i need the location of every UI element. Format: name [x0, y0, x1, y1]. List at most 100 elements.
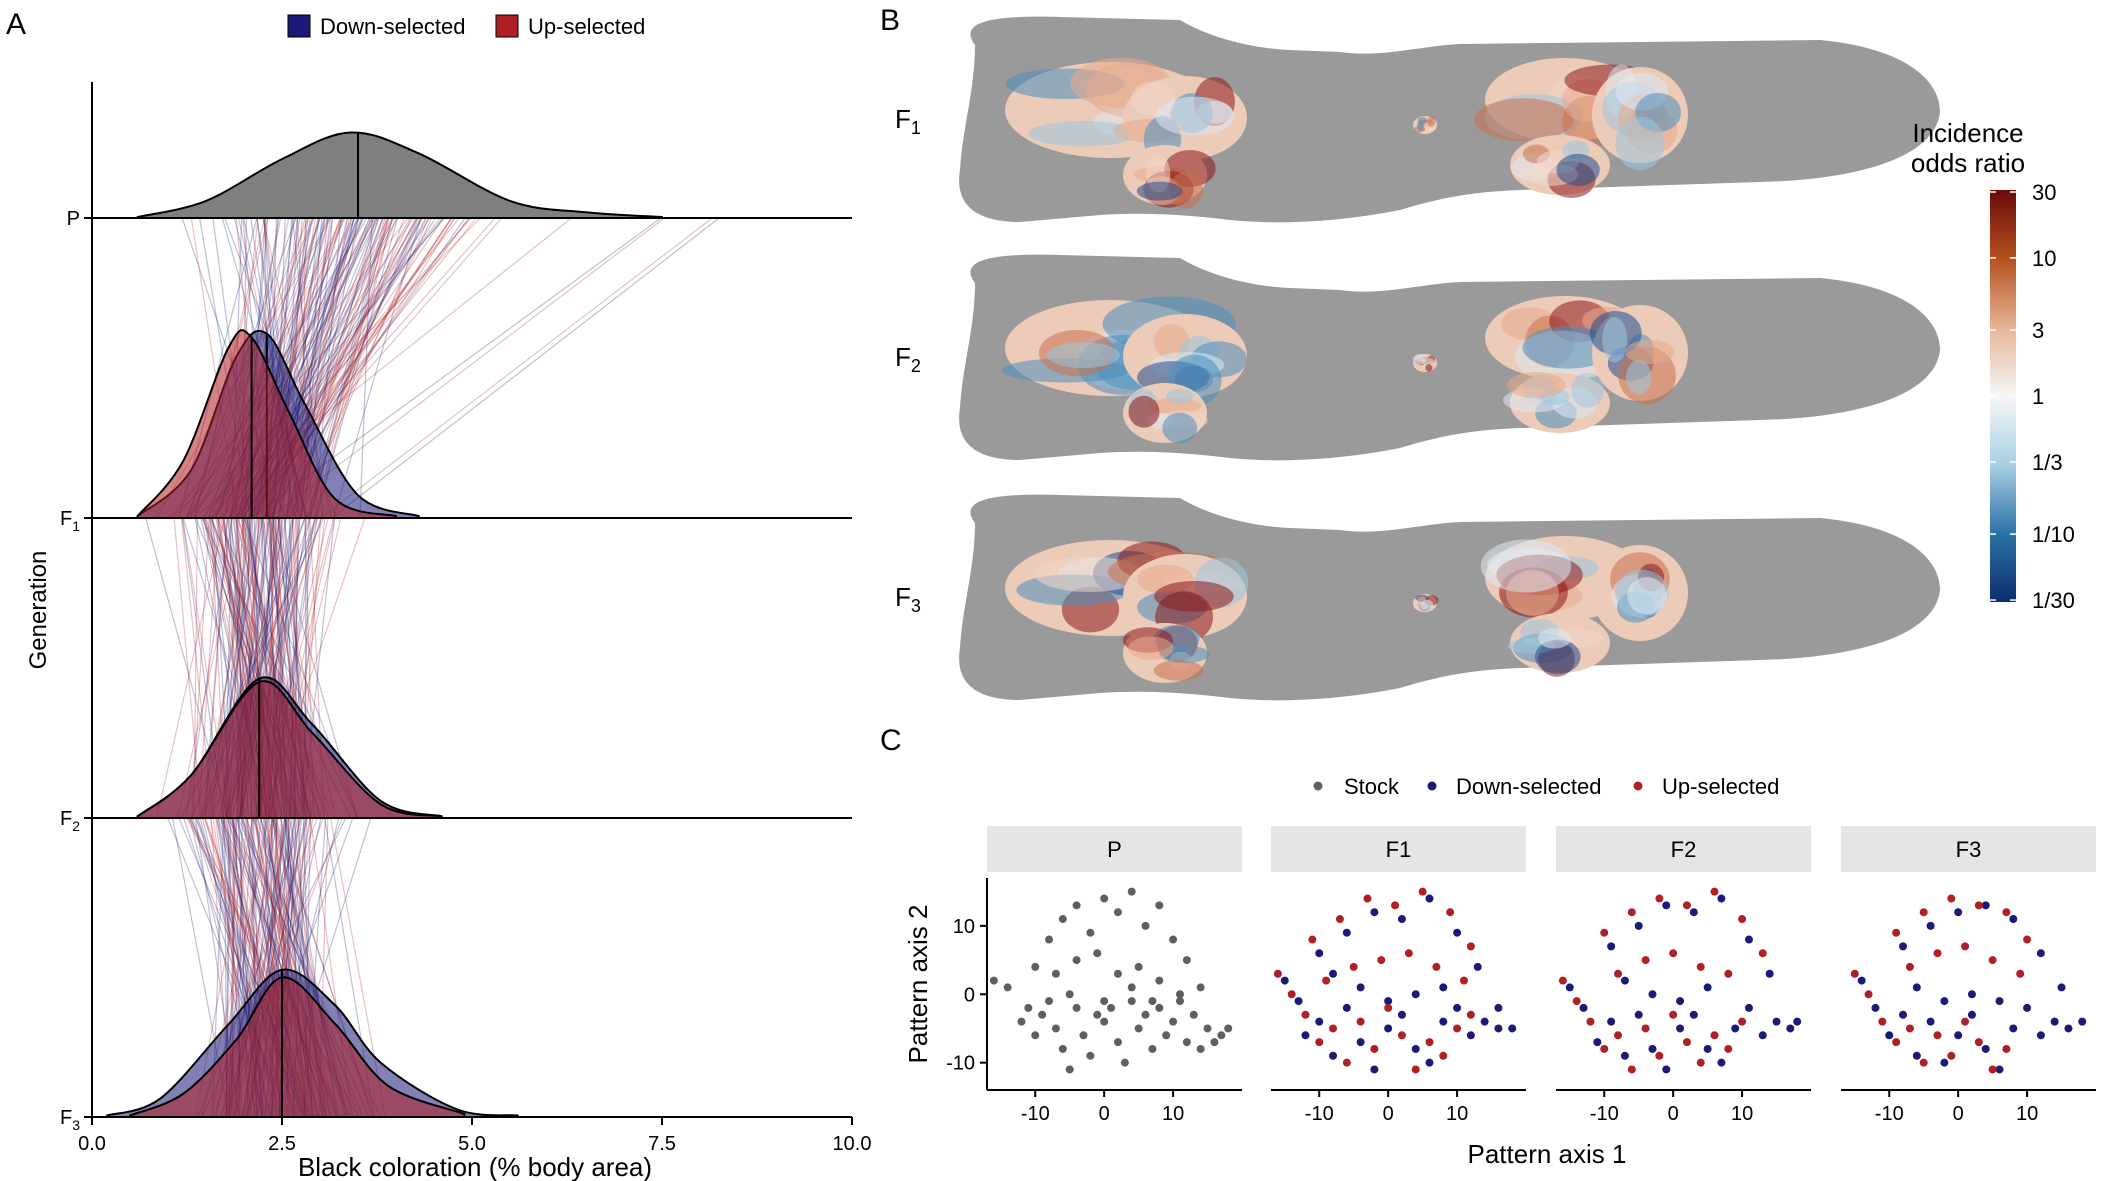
- scatter-point: [1356, 983, 1365, 992]
- generation-label: F1: [60, 508, 80, 534]
- facet-x-tick-label: -10: [1590, 1103, 1619, 1125]
- legend-down-label-c: Down-selected: [1456, 774, 1602, 799]
- scatter-point: [1995, 997, 2004, 1006]
- colorbar-tick-label: 1: [2032, 384, 2044, 409]
- scatter-point: [1786, 1024, 1795, 1033]
- colorbar-ticks: 30 10 3 1 1/3 1/10 1/30: [1990, 180, 2075, 613]
- panel-a-x-ticks: 0.0 2.5 5.0 7.5 10.0: [78, 1117, 871, 1155]
- pattern-patch: [1417, 116, 1427, 124]
- scatter-point: [1404, 949, 1413, 958]
- scatter-point: [1224, 1024, 1233, 1033]
- scatter-point: [1662, 901, 1671, 910]
- scatter-point: [1169, 1017, 1178, 1026]
- scatter-point: [1627, 1065, 1636, 1074]
- scatter-point: [1744, 935, 1753, 944]
- scatter-point: [1878, 1017, 1887, 1026]
- pattern-patch: [1480, 539, 1572, 593]
- scatter-point: [1689, 1010, 1698, 1019]
- scatter-point: [1947, 894, 1956, 903]
- facet-strip: [987, 826, 1242, 872]
- scatter-point: [1864, 990, 1873, 999]
- scatter-point: [1342, 1058, 1351, 1067]
- scatter-point: [1905, 1024, 1914, 1033]
- pattern-patch: [1028, 121, 1138, 147]
- scatter-point: [1045, 997, 1054, 1006]
- scatter-point: [1758, 949, 1767, 958]
- legend-stock-dot: [1313, 781, 1323, 791]
- scatter-point: [1175, 997, 1184, 1006]
- facet-strip-label: F1: [1386, 837, 1412, 862]
- pattern-patch: [1537, 627, 1572, 649]
- scatter-point: [1676, 997, 1685, 1006]
- scatter-point: [2078, 1017, 2087, 1026]
- scatter-point: [1912, 1051, 1921, 1060]
- pattern-patch: [1427, 116, 1436, 127]
- scatter-point: [1370, 1065, 1379, 1074]
- scatter-point: [1384, 997, 1393, 1006]
- scatter-point: [1086, 928, 1095, 937]
- colorbar: Incidence odds ratio 30 10 3 1 1/3 1/10 1/30: [1911, 118, 2075, 613]
- scatter-point: [1954, 908, 1963, 917]
- scatter-point: [1391, 901, 1400, 910]
- scatter-point: [1058, 915, 1067, 924]
- scatter-point: [1947, 1051, 1956, 1060]
- density-ridges: [92, 131, 852, 1118]
- scatter-point: [1473, 962, 1482, 971]
- pattern-patch: [1414, 356, 1425, 362]
- body-row-label-base: F: [895, 342, 911, 372]
- colorbar-tick-label: 1/3: [2032, 450, 2063, 475]
- scatter-point: [1459, 976, 1468, 985]
- scatter-point: [1954, 1031, 1963, 1040]
- scatter-point: [1093, 949, 1102, 958]
- scatter-point: [1480, 1017, 1489, 1026]
- scatter-point: [1607, 1017, 1616, 1026]
- scatter-point: [2036, 949, 2045, 958]
- scatter-point: [1196, 1044, 1205, 1053]
- scatter-point: [1703, 1044, 1712, 1053]
- scatter-point: [1724, 969, 1733, 978]
- lineage-line: [185, 517, 233, 819]
- panel-a-y-axis-title: Generation: [25, 551, 52, 670]
- scatter-point: [1967, 1010, 1976, 1019]
- facet-x-tick-label: 10: [1731, 1103, 1753, 1125]
- scatter-point: [1411, 1065, 1420, 1074]
- scatter-point: [1169, 935, 1178, 944]
- pattern-patch: [1154, 581, 1234, 612]
- scatter-point: [1703, 983, 1712, 992]
- scatter-point: [1356, 1017, 1365, 1026]
- scatter-point: [1141, 921, 1150, 930]
- facet-x-tick-label: -10: [1875, 1103, 1904, 1125]
- density-F2-up-selected: [136, 680, 443, 819]
- facet-x-tick-label: 0: [1099, 1103, 1110, 1125]
- facet-strip: [1271, 826, 1526, 872]
- legend-stock-label: Stock: [1344, 774, 1400, 799]
- colorbar-tick-label: 30: [2032, 180, 2056, 205]
- pattern-patch: [1627, 577, 1667, 615]
- scatter-point: [1634, 1010, 1643, 1019]
- generation-label-sub: 1: [72, 518, 80, 534]
- facet-strip-label: P: [1107, 837, 1122, 862]
- scatter-point: [1961, 942, 1970, 951]
- scatter-point: [1772, 1017, 1781, 1026]
- scatter-point: [1397, 915, 1406, 924]
- facet-x-tick-label: -10: [1021, 1103, 1050, 1125]
- scatter-point: [1148, 997, 1157, 1006]
- body-map: F3: [895, 494, 1940, 701]
- panel-a-label: A: [6, 8, 26, 41]
- scatter-point: [1141, 1010, 1150, 1019]
- scatter-point: [1301, 1010, 1310, 1019]
- scatter-point: [1871, 1003, 1880, 1012]
- panel-a: A Down-selected Up-selected Generation P…: [6, 8, 871, 1181]
- scatter-point: [1988, 1065, 1997, 1074]
- facet-x-tick-label: 10: [1446, 1103, 1468, 1125]
- scatter-point: [1418, 887, 1427, 896]
- scatter-point: [1885, 1031, 1894, 1040]
- scatter-point: [1086, 1051, 1095, 1060]
- scatter-point: [2023, 935, 2032, 944]
- scatter-point: [1919, 1058, 1928, 1067]
- scatter-point: [1689, 908, 1698, 917]
- scatter-point: [1565, 983, 1574, 992]
- scatter-point: [1203, 1024, 1212, 1033]
- scatter-point: [1731, 1024, 1740, 1033]
